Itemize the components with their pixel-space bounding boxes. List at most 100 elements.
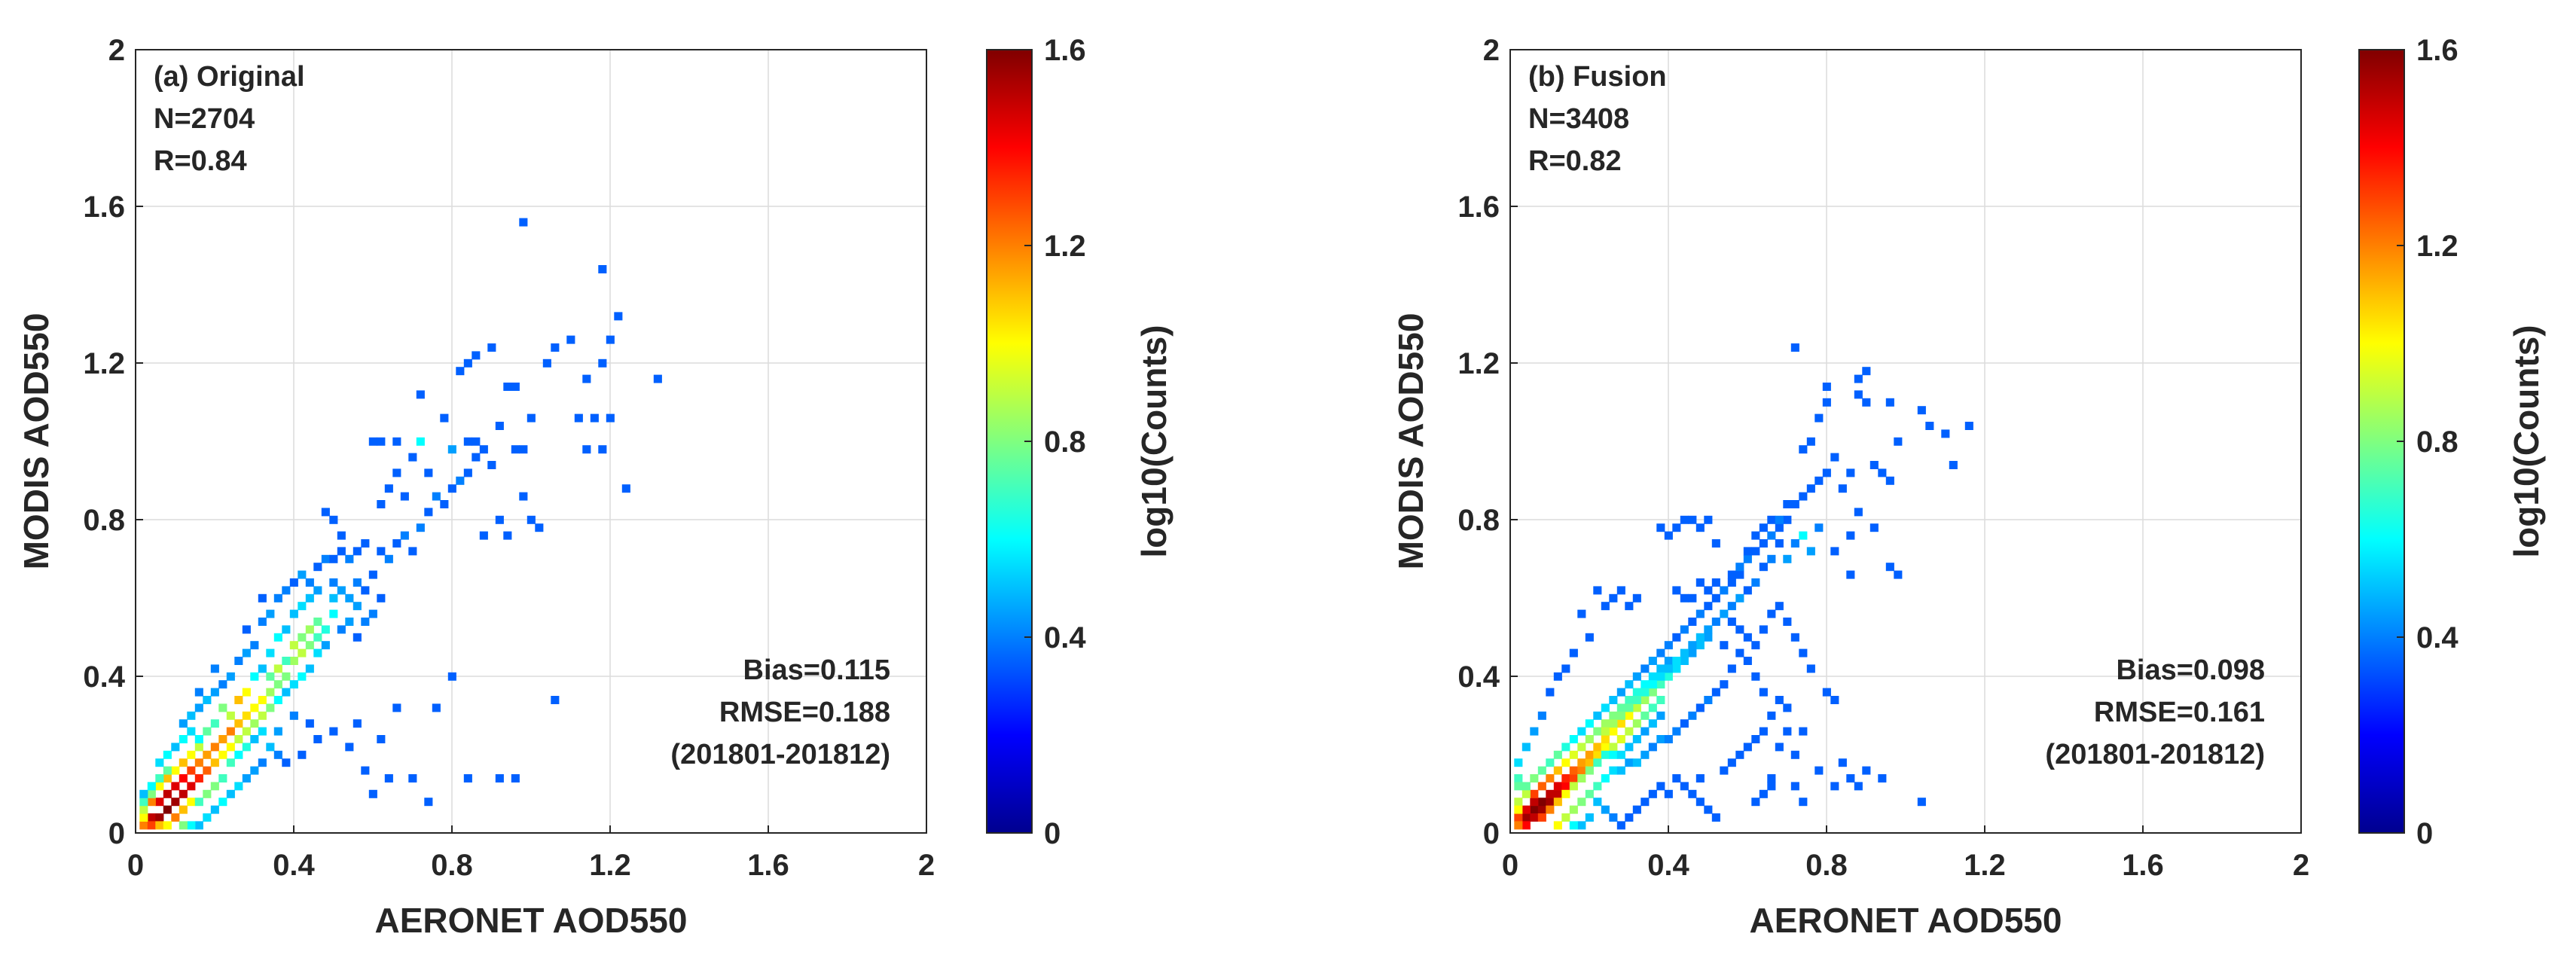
heatmap-cell	[1720, 586, 1729, 595]
heatmap-cell	[361, 766, 370, 775]
heatmap-cell	[163, 821, 172, 830]
heatmap-cell	[1917, 798, 1926, 807]
heatmap-cell	[1632, 735, 1641, 743]
colorbar-ticks: 0 0.4 0.8 1.2 1.6	[2397, 34, 2458, 850]
colorbar-label: log10(Counts)	[2507, 325, 2546, 557]
heatmap-cell	[242, 711, 251, 720]
heatmap-cell	[1727, 618, 1736, 626]
heatmap-cell	[408, 453, 417, 462]
heatmap-cell	[1711, 578, 1720, 587]
heatmap-cell	[463, 358, 472, 368]
heatmap-cell	[210, 688, 219, 697]
heatmap-cell	[234, 657, 243, 665]
heatmap-cell	[408, 774, 417, 782]
heatmap-cell	[472, 351, 481, 360]
y-tick-label: 0	[1483, 817, 1500, 850]
heatmap-cell	[1711, 688, 1720, 697]
heatmap-cell	[1917, 406, 1926, 415]
heatmap-cell	[329, 578, 338, 587]
heatmap-cell	[1585, 719, 1594, 728]
heatmap-cell	[1854, 782, 1863, 791]
heatmap-cell	[1561, 743, 1570, 752]
heatmap-cell	[479, 445, 488, 454]
heatmap-cell	[495, 422, 504, 430]
heatmap-cell	[377, 735, 386, 743]
heatmap-cell	[1593, 743, 1602, 752]
heatmap-cell	[1830, 782, 1839, 791]
heatmap-cell	[171, 743, 180, 752]
heatmap-cell	[179, 821, 188, 830]
heatmap-cell	[1569, 648, 1578, 657]
heatmap-cell	[511, 383, 520, 391]
heatmap-cell	[1664, 672, 1673, 681]
heatmap-cell	[1854, 390, 1863, 399]
heatmap-cell	[163, 750, 172, 759]
colorbar-tick-label: 0.4	[1044, 621, 1086, 654]
heatmap-cell	[1720, 609, 1729, 618]
heatmap-cell	[329, 727, 338, 736]
heatmap-cell	[1625, 743, 1634, 752]
heatmap-cell	[1585, 766, 1594, 775]
heatmap-cell	[377, 593, 386, 602]
heatmap-cell	[1759, 523, 1768, 532]
heatmap-cell	[1695, 578, 1705, 587]
heatmap-cell	[377, 547, 386, 556]
heatmap-cell	[1894, 570, 1903, 579]
heatmap-cell	[1695, 798, 1705, 807]
heatmap-cell	[1521, 805, 1531, 814]
heatmap-cell	[1577, 758, 1586, 767]
heatmap-cell	[456, 367, 465, 376]
heatmap-cell	[218, 735, 227, 743]
heatmap-cell	[1664, 641, 1673, 650]
heatmap-cell	[1553, 750, 1562, 759]
y-tick-label: 1.6	[83, 191, 125, 224]
heatmap-cell	[1609, 766, 1618, 775]
x-tick-label: 1.2	[589, 849, 631, 882]
heatmap-cell	[337, 531, 346, 540]
bias-stat: Bias=0.115	[743, 654, 890, 686]
heatmap-cell	[282, 657, 291, 665]
heatmap-cell	[526, 515, 536, 524]
y-ticks: 0 0.4 0.8 1.2 1.6 2	[83, 34, 143, 850]
heatmap-cell	[242, 774, 251, 782]
heatmap-cell	[147, 782, 156, 791]
heatmap-cell	[203, 813, 212, 822]
heatmap-cell	[345, 593, 354, 602]
heatmap-cell	[1530, 727, 1539, 736]
heatmap-cell	[194, 798, 203, 807]
heatmap-cell	[1727, 602, 1736, 611]
heatmap-cell	[194, 758, 203, 767]
heatmap-cell	[1695, 774, 1705, 782]
heatmap-cell	[1656, 680, 1665, 689]
heatmap-cell	[1632, 703, 1641, 712]
heatmap-cell	[1751, 531, 1760, 540]
x-tick-label: 0	[1502, 849, 1518, 882]
heatmap-cell	[574, 413, 583, 422]
heatmap-cell	[1616, 688, 1625, 697]
heatmap-cell	[1569, 805, 1578, 814]
heatmap-cell	[598, 445, 607, 454]
heatmap-cell	[440, 500, 449, 508]
heatmap-cell	[1894, 437, 1903, 446]
heatmap-cell	[218, 774, 227, 782]
heatmap-cell	[440, 413, 449, 422]
heatmap-cell	[1648, 789, 1657, 798]
heatmap-cell	[1625, 813, 1634, 822]
heatmap-cell	[1569, 735, 1578, 743]
heatmap-cell	[1759, 625, 1768, 634]
heatmap-cell	[1711, 539, 1720, 548]
heatmap-cell	[1641, 750, 1650, 759]
heatmap-cell	[258, 727, 267, 736]
heatmap-cell	[1585, 789, 1594, 798]
heatmap-cell	[1546, 798, 1555, 807]
heatmap-cell	[298, 648, 307, 657]
heatmap-cell	[210, 743, 219, 752]
heatmap-cell	[187, 766, 196, 775]
heatmap-cell	[234, 782, 243, 791]
heatmap-cell	[368, 609, 377, 618]
colorbar-tick-label: 1.2	[2416, 230, 2458, 263]
heatmap-cell	[1625, 696, 1634, 704]
heatmap-cell	[1735, 593, 1744, 602]
heatmap-cell	[1680, 657, 1689, 665]
heatmap-cell	[1656, 664, 1665, 673]
